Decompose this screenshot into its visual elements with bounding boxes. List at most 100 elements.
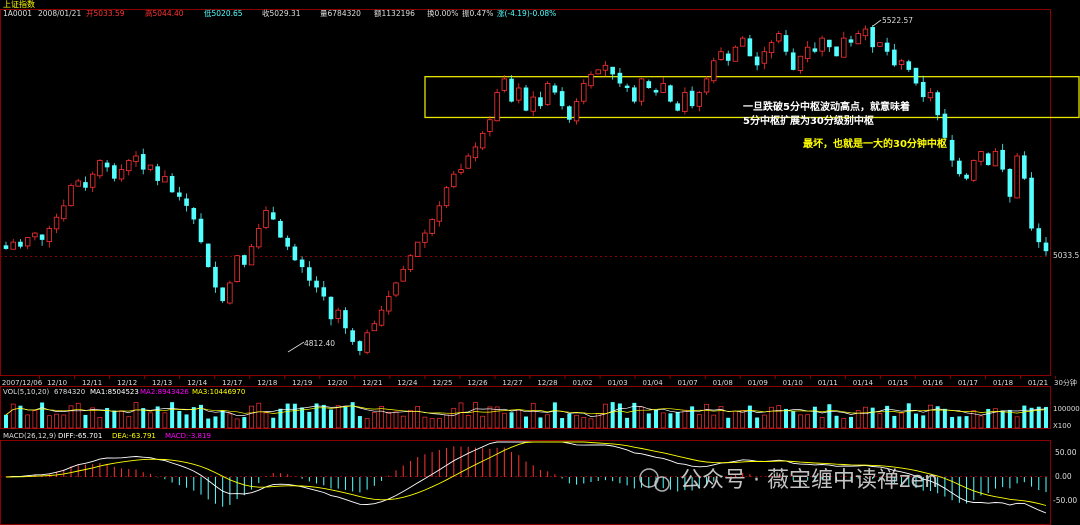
volume-bar xyxy=(892,415,897,428)
volume-bar xyxy=(625,417,630,428)
candle-body xyxy=(624,85,630,88)
candle-body xyxy=(104,162,110,168)
x-tick-label: 12/27 xyxy=(502,379,522,387)
candle-body xyxy=(761,51,768,64)
volume-bar xyxy=(162,412,168,429)
volume-bar xyxy=(791,411,796,428)
candle-body xyxy=(234,255,240,283)
candle-body xyxy=(834,46,839,57)
volume-bar xyxy=(473,402,478,429)
index-name: 上证指数 xyxy=(3,0,35,9)
volume-bar xyxy=(740,410,746,429)
volume-bar xyxy=(509,412,514,428)
watermark: 公众号 · 薇宝缠中读禅zen xyxy=(639,468,938,493)
candle-body xyxy=(213,266,218,288)
candle-body xyxy=(126,160,132,172)
volume-bar xyxy=(141,408,146,428)
x-tick-label: 01/17 xyxy=(958,379,978,387)
volume-bar xyxy=(646,413,651,428)
note-line-2: 5分中枢扩展为30分级别中枢 xyxy=(743,114,874,127)
volume-bar xyxy=(660,412,666,429)
candle-body xyxy=(270,212,276,220)
volume-bar xyxy=(32,410,38,429)
volume-bar xyxy=(1029,407,1034,428)
candle-body xyxy=(567,106,572,120)
volume-bar xyxy=(560,418,565,428)
candle-body xyxy=(509,78,514,102)
candle-body xyxy=(602,64,609,71)
candle-body xyxy=(581,83,587,102)
volume-bar xyxy=(971,410,977,429)
volume-ma2-line xyxy=(5,405,1047,416)
volume-bar xyxy=(841,418,847,429)
macd-diff-line xyxy=(5,441,1047,514)
candle-body xyxy=(732,46,739,62)
candle-body xyxy=(248,246,255,266)
vol-ma3: MA3:10446970 xyxy=(192,388,245,396)
candle-body xyxy=(812,48,818,52)
candle-body xyxy=(133,155,139,162)
candle-body xyxy=(177,192,182,197)
volume-bar xyxy=(516,409,522,429)
note-line-1: 一旦跌破5分中枢波动高点，就意味着 xyxy=(743,100,910,113)
candle-body xyxy=(718,51,724,60)
volume-bar xyxy=(769,406,774,429)
candle-body xyxy=(1043,242,1049,252)
quote-turnover: 换0.00% xyxy=(427,8,458,18)
macd-y-0: 0.00 xyxy=(1055,472,1072,481)
volume-bar xyxy=(133,402,139,429)
candle-body xyxy=(638,78,645,102)
volume-bar xyxy=(213,416,218,428)
candle-body xyxy=(436,205,443,222)
vol-ma2: MA2:8943426 xyxy=(140,388,189,396)
volume-bar xyxy=(603,403,608,429)
panel-frames xyxy=(0,9,1051,525)
volume-bar xyxy=(574,414,579,429)
candle-body xyxy=(472,146,479,159)
volume-bar xyxy=(242,417,247,428)
quote-code: 1A0001 xyxy=(3,9,32,18)
x-tick-label: 12/13 xyxy=(152,379,172,387)
volume-bar xyxy=(329,409,333,428)
volume-bar xyxy=(335,405,341,429)
volume-bar xyxy=(75,402,81,429)
candle-body xyxy=(552,85,558,93)
vol-value: 6784320 xyxy=(54,388,85,396)
volume-bar xyxy=(957,416,962,428)
volume-bar xyxy=(4,414,8,428)
volume-bar xyxy=(271,417,276,428)
volume-bar xyxy=(444,414,449,429)
x-tick-label: 01/03 xyxy=(607,379,627,387)
volume-bar xyxy=(249,405,254,429)
candle-body xyxy=(530,96,536,112)
volume-bar xyxy=(711,414,717,429)
candle-body xyxy=(682,92,688,112)
candle-body xyxy=(1029,177,1034,229)
volume-bar xyxy=(400,415,406,429)
x-tick-label: 01/16 xyxy=(923,379,944,387)
volume-bar xyxy=(458,402,464,429)
volume-bar xyxy=(321,404,326,428)
vol-title: VOL(5,10,20) xyxy=(3,388,50,396)
volume-bar xyxy=(993,408,998,429)
x-tick-label: 12/21 xyxy=(362,379,382,387)
quote-open: 开5033.59 xyxy=(86,9,125,18)
candle-body xyxy=(364,332,370,353)
candle-body xyxy=(1000,149,1005,170)
candle-body xyxy=(83,182,88,188)
volume-bar xyxy=(54,413,59,429)
quote-date: 2008/01/21 xyxy=(38,9,81,18)
quote-low: 低5020.65 xyxy=(204,8,243,18)
x-tick-label: 01/08 xyxy=(713,379,733,387)
volume-bar xyxy=(675,411,680,428)
candle-body xyxy=(797,55,804,71)
candle-body xyxy=(68,185,74,207)
volume-bar xyxy=(827,404,832,428)
candle-body xyxy=(112,165,117,179)
x-tick-label: 01/04 xyxy=(643,379,664,387)
volume-bar xyxy=(964,416,969,428)
candle-body xyxy=(862,28,869,37)
candle-body xyxy=(205,243,211,268)
candle-body xyxy=(24,237,31,247)
volume-bar xyxy=(581,416,587,429)
